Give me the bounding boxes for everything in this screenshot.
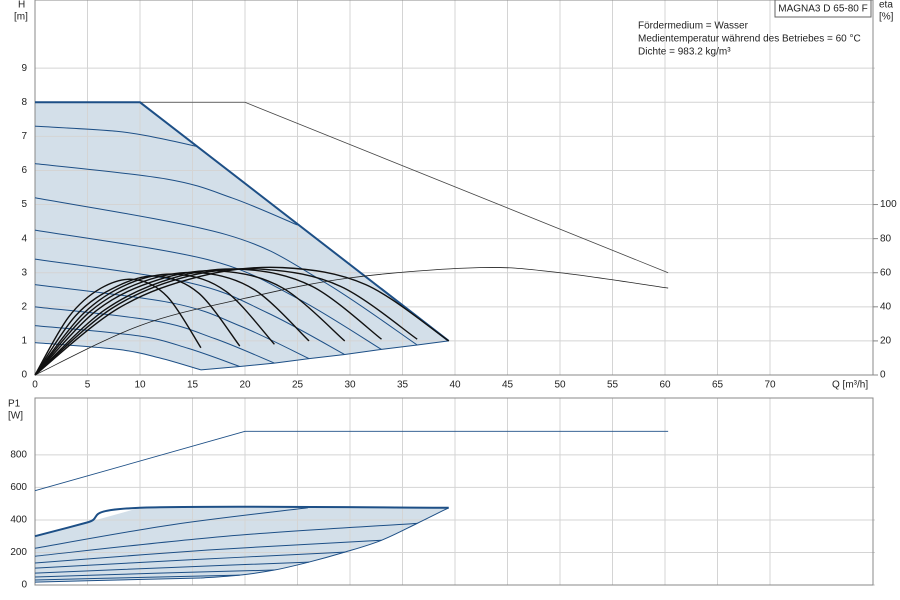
- x-axis-label: Q [m³/h]: [832, 380, 868, 391]
- y-tick-label: 7: [21, 131, 27, 142]
- curve: [34, 125, 198, 148]
- efficiency-curve: [34, 268, 382, 376]
- y-axis-unit: [W]: [8, 411, 23, 422]
- y-tick-label: 800: [10, 450, 27, 461]
- note: Fördermedium = Wasser: [638, 21, 749, 32]
- y-tick-label: 2: [21, 301, 27, 312]
- y-tick-label: 4: [21, 233, 27, 244]
- efficiency-curve: [34, 268, 418, 376]
- lines: [34, 101, 669, 583]
- y-axis-unit: [m]: [14, 12, 28, 23]
- efficiency-curve: [34, 275, 241, 376]
- curve: [34, 551, 345, 569]
- curve: [34, 430, 669, 492]
- curve: [34, 522, 418, 557]
- y2-tick-label: 0: [880, 370, 886, 381]
- curve: [34, 577, 201, 583]
- curve: [34, 258, 345, 355]
- efficiency-curve: [34, 273, 275, 376]
- x-tick-label: 65: [712, 380, 724, 391]
- operating-area: [35, 507, 449, 583]
- curve: [34, 507, 309, 549]
- x-tick-label: 45: [502, 380, 514, 391]
- plot-frame: [34, 0, 874, 376]
- x-tick-label: 35: [397, 380, 409, 391]
- curve: [34, 561, 310, 574]
- curve: [34, 229, 382, 350]
- curve: [34, 163, 298, 226]
- x-tick-label: 25: [292, 380, 304, 391]
- y2-tick-label: 100: [880, 199, 897, 210]
- curve: [34, 197, 418, 346]
- curve: [35, 101, 450, 342]
- x-tick-label: 0: [32, 380, 38, 391]
- y-axis-label: H: [18, 0, 25, 11]
- plot-frame: [34, 397, 874, 586]
- y2-tick-label: 80: [880, 233, 892, 244]
- curve: [34, 505, 449, 538]
- y-tick-label: 600: [10, 482, 27, 493]
- x-tick-label: 30: [344, 380, 356, 391]
- x-tick-label: 70: [764, 380, 776, 391]
- y-axis-label: P1: [8, 399, 21, 410]
- y-tick-label: 400: [10, 515, 27, 526]
- x-tick-label: 10: [134, 380, 146, 391]
- x-tick-label: 40: [449, 380, 461, 391]
- y2-axis-unit: [%]: [879, 12, 894, 23]
- x-tick-label: 50: [554, 380, 566, 391]
- labels: H [m] eta [%] Q [m³/h] MAGNA3 D 65-80 F …: [8, 0, 897, 591]
- y2-tick-label: 40: [880, 301, 892, 312]
- y-tick-label: 9: [21, 63, 27, 74]
- y2-tick-label: 60: [880, 267, 892, 278]
- y-tick-label: 5: [21, 199, 27, 210]
- y-tick-label: 3: [21, 267, 27, 278]
- curve: [34, 569, 275, 578]
- note: Dichte = 983.2 kg/m³: [638, 47, 731, 58]
- x-tick-label: 15: [187, 380, 199, 391]
- note: Medientemperatur während des Betriebes =…: [638, 34, 861, 45]
- x-tick-label: 60: [659, 380, 671, 391]
- y-tick-label: 0: [21, 370, 27, 381]
- x-tick-label: 20: [239, 380, 251, 391]
- x-tick-label: 55: [607, 380, 619, 391]
- chart-title: MAGNA3 D 65-80 F: [778, 4, 867, 15]
- y-tick-label: 8: [21, 97, 27, 108]
- operating-area: [35, 102, 449, 370]
- curve: [200, 507, 449, 579]
- areas: [35, 102, 449, 583]
- y2-tick-label: 20: [880, 336, 892, 347]
- y-tick-label: 200: [10, 547, 27, 558]
- curve: [34, 574, 240, 581]
- efficiency-curve: [34, 270, 346, 376]
- y-tick-label: 0: [21, 580, 27, 591]
- y-tick-label: 6: [21, 165, 27, 176]
- y2-axis-label: eta: [879, 0, 893, 11]
- title-box: [774, 0, 872, 18]
- curve: [34, 539, 382, 564]
- x-tick-label: 5: [85, 380, 91, 391]
- efficiency-curve: [34, 271, 310, 376]
- efficiency-curve: [34, 278, 202, 376]
- efficiency-curve: [34, 267, 669, 376]
- curve: [34, 284, 310, 360]
- y-tick-label: 1: [21, 336, 27, 347]
- curve: [200, 340, 449, 371]
- efficiency-curve: [34, 266, 450, 376]
